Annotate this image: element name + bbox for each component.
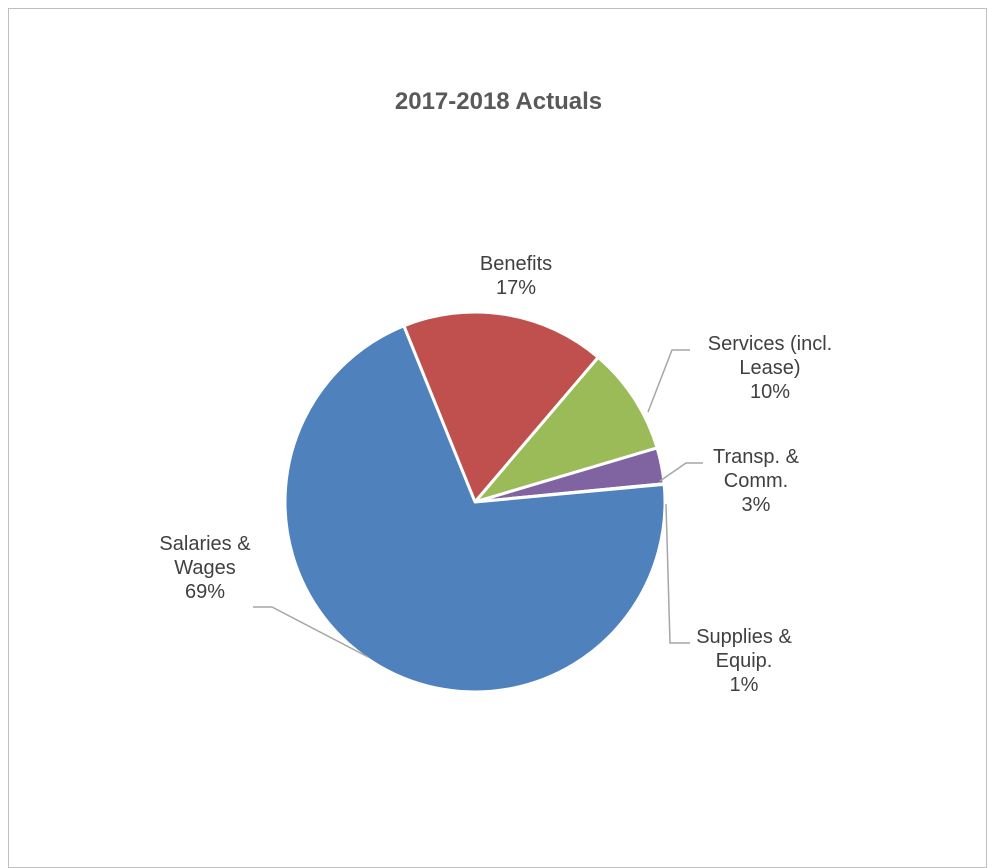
label-services: Services (incl. Lease) 10% [708,333,832,403]
data-label-line: Comm. [724,470,788,492]
label-benefits: Benefits 17% [480,253,552,299]
label-salaries: Salaries & Wages 69% [159,533,251,603]
leader-line [253,606,369,658]
chart-title: 2017-2018 Actuals [394,88,603,115]
data-label-line: Equip. [716,650,773,672]
leader-line [647,349,690,413]
data-label-line: Benefits [480,253,552,275]
data-label-line: 1% [730,674,759,696]
data-label-line: Supplies & [696,626,792,648]
data-label-line: 69% [185,581,225,603]
slice-services [473,355,659,504]
leader-line [665,503,690,644]
data-label-line: Transp. & [713,446,800,468]
label-transp: Transp. & Comm. 3% [713,446,800,516]
slice-benefits [402,310,600,504]
data-label-line: Wages [174,557,236,579]
slice-salaries [283,324,667,694]
label-supplies: Supplies & Equip. 1% [696,626,792,696]
data-label-line: 10% [750,381,790,403]
leader-line [659,462,703,482]
data-label-line: 3% [742,494,771,516]
data-label-line: 17% [496,277,536,299]
data-label-line: Services (incl. [708,333,832,355]
data-label-line: Salaries & [159,533,251,555]
data-label-line: Lease) [739,357,800,379]
